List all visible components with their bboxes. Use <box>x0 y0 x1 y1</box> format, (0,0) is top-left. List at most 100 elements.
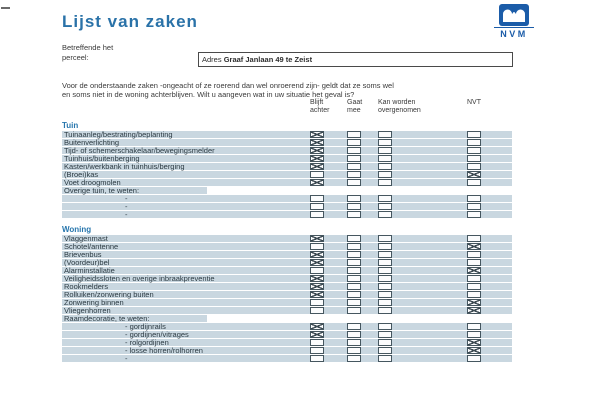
checkbox-nvt[interactable] <box>467 323 481 330</box>
checkbox-gaat-mee[interactable] <box>347 331 361 338</box>
checkbox-nvt[interactable] <box>467 355 481 362</box>
checkbox-kan-worden-overgenomen[interactable] <box>378 195 392 202</box>
checkbox-gaat-mee[interactable] <box>347 243 361 250</box>
checkbox-blijft-achter[interactable] <box>310 179 324 186</box>
checkbox-kan-worden-overgenomen[interactable] <box>378 283 392 290</box>
checkbox-gaat-mee[interactable] <box>347 291 361 298</box>
checkbox-blijft-achter[interactable] <box>310 171 324 178</box>
checkbox-kan-worden-overgenomen[interactable] <box>378 251 392 258</box>
checkbox-blijft-achter[interactable] <box>310 131 324 138</box>
checkbox-gaat-mee[interactable] <box>347 179 361 186</box>
checkbox-kan-worden-overgenomen[interactable] <box>378 203 392 210</box>
checkbox-blijft-achter[interactable] <box>310 235 324 242</box>
checkbox-kan-worden-overgenomen[interactable] <box>378 131 392 138</box>
checkbox-nvt[interactable] <box>467 131 481 138</box>
checkbox-nvt[interactable] <box>467 307 481 314</box>
checkbox-nvt[interactable] <box>467 275 481 282</box>
checkbox-blijft-achter[interactable] <box>310 331 324 338</box>
checkbox-blijft-achter[interactable] <box>310 195 324 202</box>
checkbox-nvt[interactable] <box>467 299 481 306</box>
checkbox-nvt[interactable] <box>467 339 481 346</box>
checkbox-blijft-achter[interactable] <box>310 355 324 362</box>
checkbox-kan-worden-overgenomen[interactable] <box>378 347 392 354</box>
checkbox-blijft-achter[interactable] <box>310 259 324 266</box>
address-field[interactable]: Adres Graaf Janlaan 49 te Zeist <box>198 52 513 67</box>
checkbox-gaat-mee[interactable] <box>347 171 361 178</box>
checkbox-gaat-mee[interactable] <box>347 139 361 146</box>
checkbox-kan-worden-overgenomen[interactable] <box>378 355 392 362</box>
checkbox-kan-worden-overgenomen[interactable] <box>378 235 392 242</box>
checkbox-kan-worden-overgenomen[interactable] <box>378 323 392 330</box>
checkbox-nvt[interactable] <box>467 259 481 266</box>
checkbox-nvt[interactable] <box>467 243 481 250</box>
checkbox-blijft-achter[interactable] <box>310 267 324 274</box>
checkbox-kan-worden-overgenomen[interactable] <box>378 267 392 274</box>
checkbox-nvt[interactable] <box>467 171 481 178</box>
checkbox-gaat-mee[interactable] <box>347 283 361 290</box>
checkbox-nvt[interactable] <box>467 203 481 210</box>
checkbox-blijft-achter[interactable] <box>310 323 324 330</box>
checkbox-blijft-achter[interactable] <box>310 339 324 346</box>
checkbox-kan-worden-overgenomen[interactable] <box>378 331 392 338</box>
checkbox-kan-worden-overgenomen[interactable] <box>378 139 392 146</box>
checkbox-blijft-achter[interactable] <box>310 155 324 162</box>
checkbox-nvt[interactable] <box>467 235 481 242</box>
checkbox-gaat-mee[interactable] <box>347 299 361 306</box>
checkbox-blijft-achter[interactable] <box>310 283 324 290</box>
checkbox-blijft-achter[interactable] <box>310 211 324 218</box>
checkbox-nvt[interactable] <box>467 291 481 298</box>
checkbox-gaat-mee[interactable] <box>347 307 361 314</box>
checkbox-kan-worden-overgenomen[interactable] <box>378 147 392 154</box>
checkbox-nvt[interactable] <box>467 331 481 338</box>
checkbox-gaat-mee[interactable] <box>347 235 361 242</box>
checkbox-kan-worden-overgenomen[interactable] <box>378 299 392 306</box>
checkbox-blijft-achter[interactable] <box>310 275 324 282</box>
checkbox-kan-worden-overgenomen[interactable] <box>378 291 392 298</box>
checkbox-gaat-mee[interactable] <box>347 251 361 258</box>
checkbox-blijft-achter[interactable] <box>310 139 324 146</box>
checkbox-blijft-achter[interactable] <box>310 251 324 258</box>
checkbox-kan-worden-overgenomen[interactable] <box>378 155 392 162</box>
checkbox-nvt[interactable] <box>467 283 481 290</box>
checkbox-blijft-achter[interactable] <box>310 291 324 298</box>
checkbox-nvt[interactable] <box>467 211 481 218</box>
checkbox-gaat-mee[interactable] <box>347 259 361 266</box>
checkbox-gaat-mee[interactable] <box>347 131 361 138</box>
checkbox-kan-worden-overgenomen[interactable] <box>378 211 392 218</box>
checkbox-blijft-achter[interactable] <box>310 203 324 210</box>
checkbox-blijft-achter[interactable] <box>310 347 324 354</box>
checkbox-kan-worden-overgenomen[interactable] <box>378 259 392 266</box>
checkbox-gaat-mee[interactable] <box>347 355 361 362</box>
checkbox-gaat-mee[interactable] <box>347 323 361 330</box>
checkbox-gaat-mee[interactable] <box>347 147 361 154</box>
checkbox-kan-worden-overgenomen[interactable] <box>378 339 392 346</box>
checkbox-kan-worden-overgenomen[interactable] <box>378 307 392 314</box>
checkbox-kan-worden-overgenomen[interactable] <box>378 275 392 282</box>
checkbox-gaat-mee[interactable] <box>347 275 361 282</box>
checkbox-blijft-achter[interactable] <box>310 299 324 306</box>
checkbox-nvt[interactable] <box>467 179 481 186</box>
checkbox-kan-worden-overgenomen[interactable] <box>378 171 392 178</box>
checkbox-nvt[interactable] <box>467 147 481 154</box>
checkbox-nvt[interactable] <box>467 139 481 146</box>
checkbox-nvt[interactable] <box>467 251 481 258</box>
checkbox-gaat-mee[interactable] <box>347 347 361 354</box>
checkbox-gaat-mee[interactable] <box>347 195 361 202</box>
checkbox-gaat-mee[interactable] <box>347 155 361 162</box>
checkbox-gaat-mee[interactable] <box>347 203 361 210</box>
checkbox-blijft-achter[interactable] <box>310 163 324 170</box>
checkbox-nvt[interactable] <box>467 195 481 202</box>
checkbox-nvt[interactable] <box>467 267 481 274</box>
checkbox-kan-worden-overgenomen[interactable] <box>378 243 392 250</box>
checkbox-blijft-achter[interactable] <box>310 243 324 250</box>
checkbox-nvt[interactable] <box>467 347 481 354</box>
checkbox-kan-worden-overgenomen[interactable] <box>378 179 392 186</box>
checkbox-blijft-achter[interactable] <box>310 307 324 314</box>
checkbox-gaat-mee[interactable] <box>347 211 361 218</box>
checkbox-nvt[interactable] <box>467 155 481 162</box>
checkbox-nvt[interactable] <box>467 163 481 170</box>
checkbox-kan-worden-overgenomen[interactable] <box>378 163 392 170</box>
checkbox-gaat-mee[interactable] <box>347 267 361 274</box>
checkbox-gaat-mee[interactable] <box>347 339 361 346</box>
checkbox-blijft-achter[interactable] <box>310 147 324 154</box>
